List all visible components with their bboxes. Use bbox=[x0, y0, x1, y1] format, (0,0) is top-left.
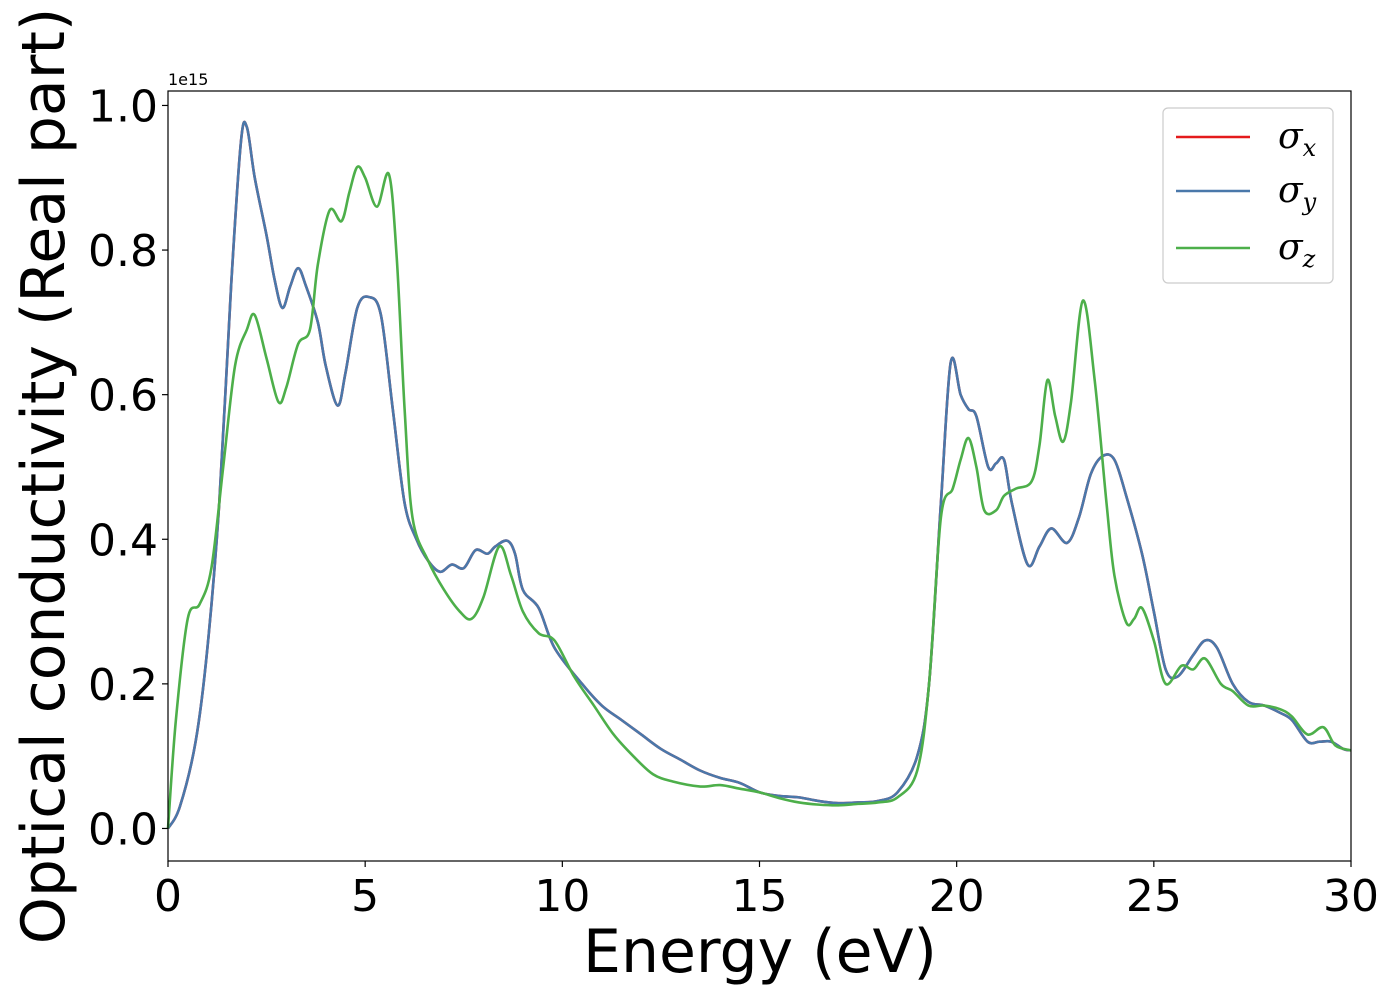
legend-label-sigma-y: σy bbox=[1278, 170, 1317, 216]
legend-entries: σx σy σz bbox=[1176, 116, 1317, 273]
x-tick-label: 30 bbox=[1323, 871, 1379, 922]
y-axis-title: Optical conductivity (Real part) bbox=[9, 8, 79, 945]
legend-label-sigma-z: σz bbox=[1278, 227, 1316, 273]
legend-label-sigma-x: σx bbox=[1278, 116, 1317, 162]
x-tick-label: 15 bbox=[732, 871, 788, 922]
x-tick-label: 10 bbox=[534, 871, 590, 922]
series-line-sigma-z bbox=[166, 165, 1352, 829]
x-tick-label: 0 bbox=[154, 871, 182, 922]
axis-offset-label: 1e15 bbox=[168, 70, 208, 89]
series-line-sigma-y bbox=[166, 120, 1352, 830]
y-tick-label: 0.0 bbox=[88, 804, 158, 855]
plot-frame bbox=[167, 90, 1352, 862]
y-tick-label: 0.4 bbox=[88, 515, 158, 566]
y-tick-label: 1.0 bbox=[88, 81, 158, 132]
x-tick-label: 20 bbox=[929, 871, 985, 922]
y-axis-ticks: 0.0 0.2 0.4 0.6 0.8 1.0 bbox=[88, 81, 168, 855]
x-axis-ticks: 0 5 10 15 20 25 30 bbox=[154, 861, 1379, 922]
legend-frame bbox=[1162, 107, 1334, 284]
y-tick-label: 0.6 bbox=[88, 371, 158, 422]
legend: σx σy σz bbox=[1162, 107, 1334, 284]
x-tick-label: 5 bbox=[351, 871, 379, 922]
series-layer bbox=[166, 120, 1352, 830]
x-axis-title: Energy (eV) bbox=[583, 917, 937, 987]
x-tick-label: 25 bbox=[1126, 871, 1182, 922]
y-tick-label: 0.2 bbox=[88, 660, 158, 711]
y-tick-label: 0.8 bbox=[88, 226, 158, 277]
